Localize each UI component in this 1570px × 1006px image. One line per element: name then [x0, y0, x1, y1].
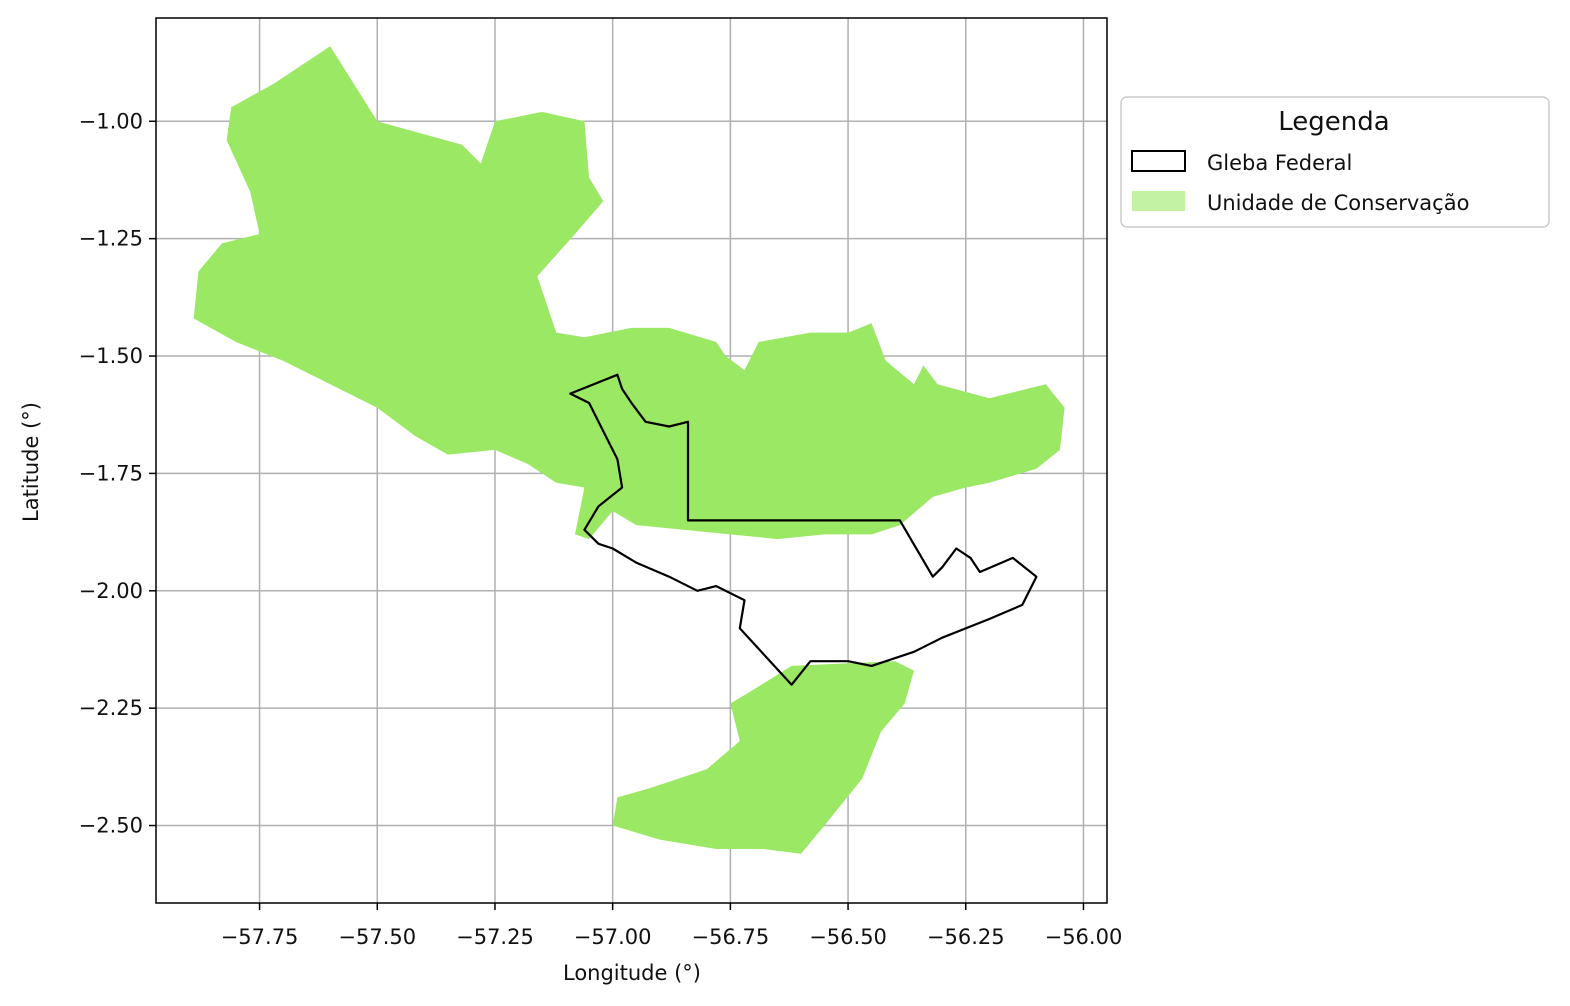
legend-label-unidade-conservacao: Unidade de Conservação: [1207, 191, 1469, 215]
y-axis-ticks: −1.00 −1.25 −1.50 −1.75 −2.00 −2.25 −2.50: [79, 109, 156, 838]
x-tick-label: −57.75: [221, 925, 299, 949]
x-tick-label: −57.00: [574, 925, 652, 949]
conservation-unit-polygon: [612, 661, 914, 854]
plot-area: [155, 17, 1108, 904]
y-axis-title: Latitude (°): [19, 402, 43, 522]
x-tick-label: −57.50: [338, 925, 416, 949]
axes-frame: [155, 17, 1108, 904]
x-tick-label: −56.75: [692, 925, 770, 949]
gleba-federal-layer: [569, 373, 1038, 686]
legend: Legenda Gleba Federal Unidade de Conserv…: [1120, 96, 1550, 228]
y-tick-label: −2.00: [79, 579, 143, 603]
conservation-unit-polygon: [193, 46, 1065, 540]
x-tick-label: −57.25: [456, 925, 534, 949]
legend-title: Legenda: [1278, 107, 1389, 137]
legend-swatch-gleba-federal: [1131, 150, 1186, 172]
x-axis-title: Longitude (°): [563, 961, 701, 985]
x-axis-ticks: −57.75 −57.50 −57.25 −57.00 −56.75 −56.50 −56.…: [221, 903, 1123, 949]
x-tick-label: −56.00: [1045, 925, 1123, 949]
y-tick-label: −2.25: [79, 696, 143, 720]
y-tick-label: −1.00: [79, 109, 143, 133]
y-tick-label: −2.50: [79, 814, 143, 838]
gleba-federal-polygon: [569, 373, 1038, 686]
conservation-units-layer: [193, 46, 1065, 854]
legend-label-gleba-federal: Gleba Federal: [1207, 151, 1352, 175]
y-tick-label: −1.50: [79, 344, 143, 368]
legend-swatch-unidade-conservacao: [1132, 191, 1185, 211]
y-tick-label: −1.75: [79, 461, 143, 485]
y-tick-label: −1.25: [79, 227, 143, 251]
x-tick-label: −56.50: [809, 925, 887, 949]
x-tick-label: −56.25: [927, 925, 1005, 949]
legend-frame: [1120, 96, 1550, 228]
